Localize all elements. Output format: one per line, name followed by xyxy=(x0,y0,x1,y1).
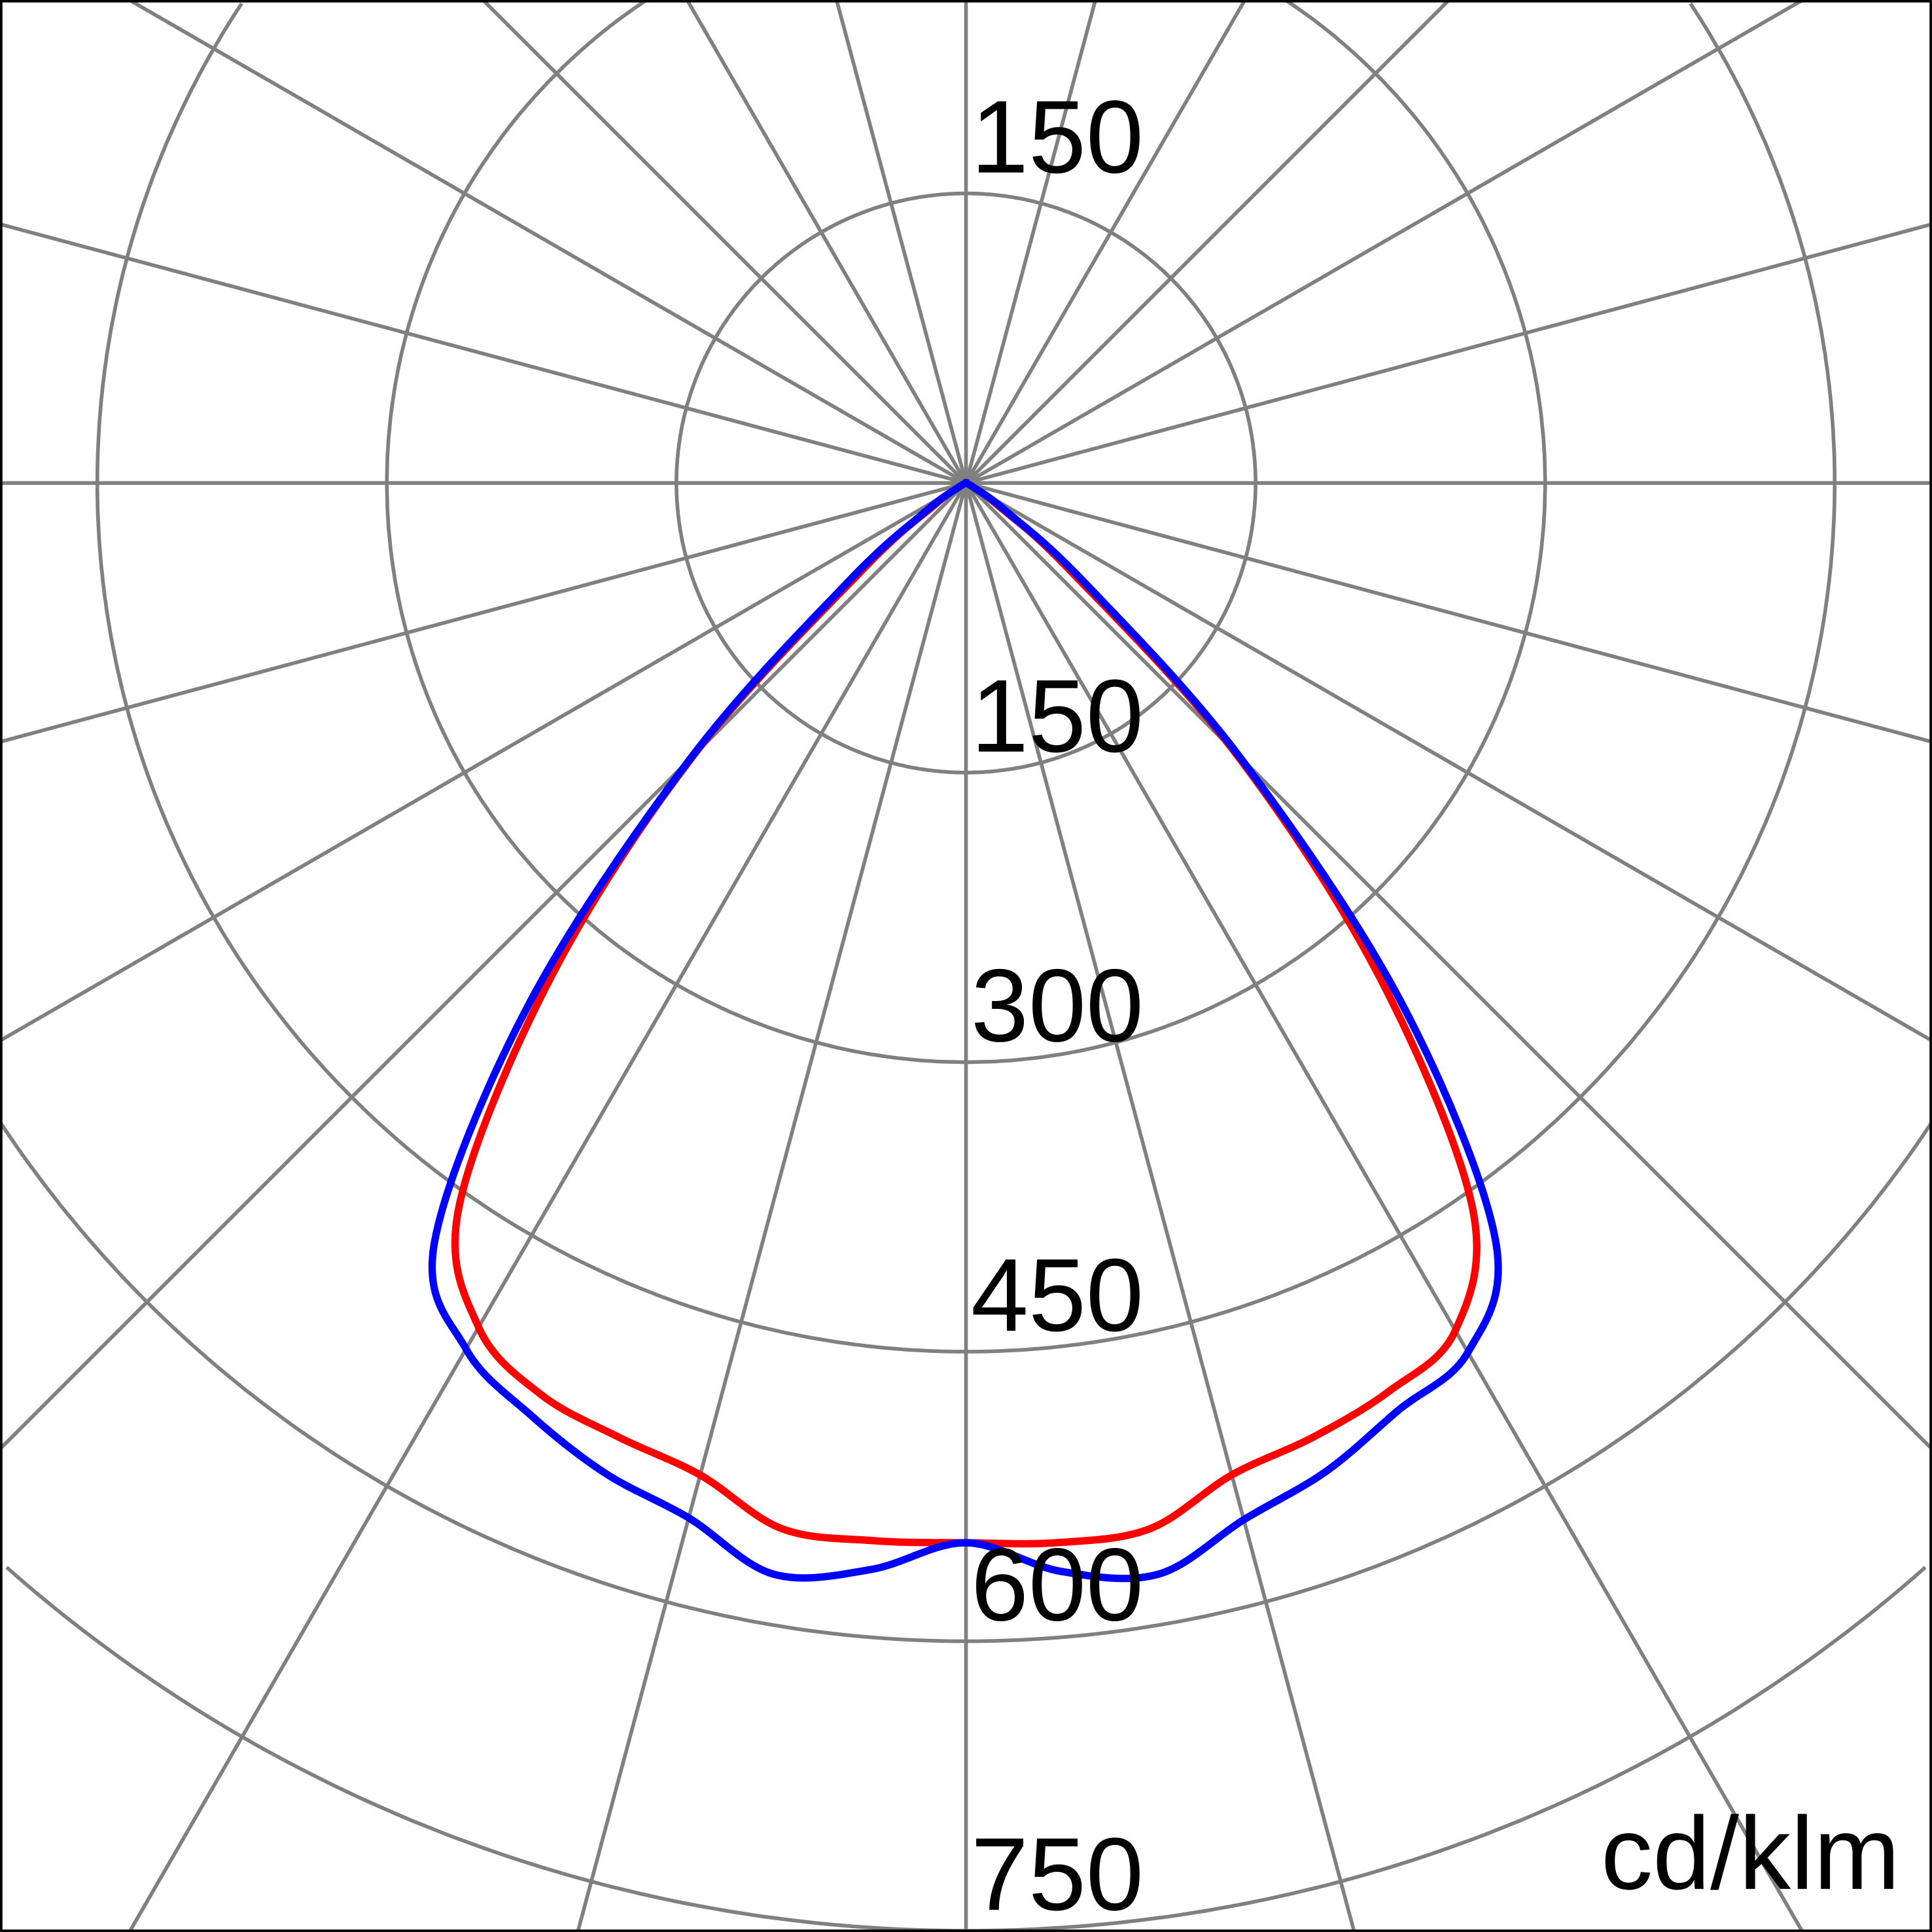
grid-circle-300 xyxy=(385,0,1547,1064)
tick-label-750: 750 xyxy=(971,1816,1144,1932)
tick-label-300: 300 xyxy=(971,947,1144,1063)
grid-radial-135 xyxy=(482,0,1932,1450)
tick-label-150: 150 xyxy=(971,658,1144,774)
grid-radial-150 xyxy=(685,0,1804,1932)
grid-radial-165 xyxy=(834,0,1356,1932)
tick-label-450: 450 xyxy=(971,1237,1144,1353)
grid-radial-30 xyxy=(128,0,1247,1932)
tick-labels: 150 150 300 450 600 750 xyxy=(971,79,1144,1932)
curves xyxy=(428,479,1502,1583)
grid-radial-120 xyxy=(128,0,1932,1043)
grid-radial-45 xyxy=(0,0,1450,1450)
series-line-1 xyxy=(428,479,1502,1583)
grid-circle-450 xyxy=(95,2,1837,1354)
tick-label-top: 150 xyxy=(971,79,1144,195)
tick-label-600: 600 xyxy=(971,1527,1144,1643)
grid-radial-15 xyxy=(576,0,1098,1932)
unit-label: cd/klm xyxy=(1601,1795,1900,1911)
grid-radial-60 xyxy=(0,0,1804,1043)
